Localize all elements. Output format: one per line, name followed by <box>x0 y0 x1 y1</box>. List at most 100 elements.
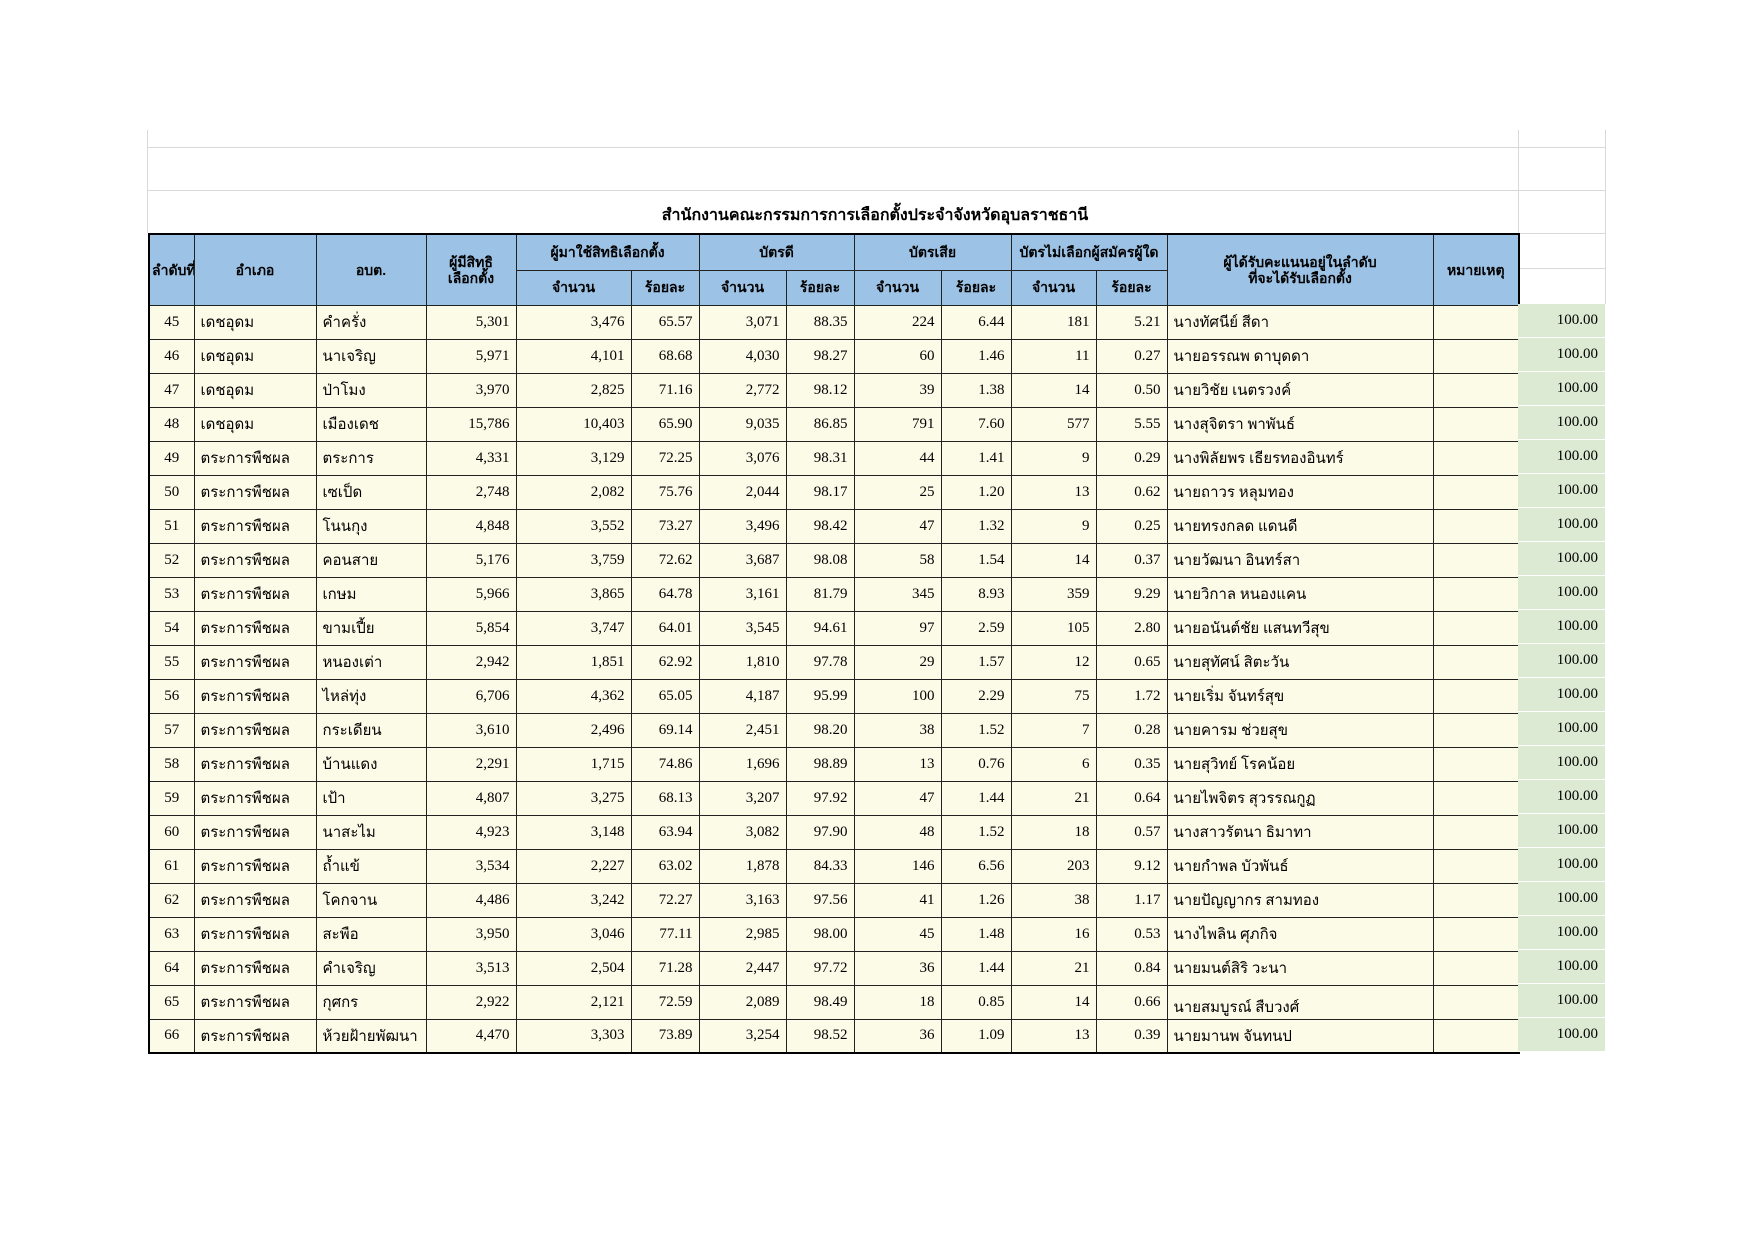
cell-no: 61 <box>148 848 195 884</box>
header-good-percent: ร้อยละ <box>785 269 855 306</box>
cell-good: 3,082 <box>698 814 787 850</box>
cell-turnout: 2,504 <box>515 950 632 986</box>
cell-no: 57 <box>148 712 195 748</box>
cell-turnout: 3,303 <box>515 1018 632 1054</box>
cell-good: 9,035 <box>698 406 787 442</box>
table-row: 57 ตระการพืชผล กระเดียน 3,610 2,496 69.14 2,45… <box>148 712 1520 748</box>
cell-no: 55 <box>148 644 195 680</box>
cell-turnout_pct: 65.90 <box>630 406 700 442</box>
cell-no: 62 <box>148 882 195 918</box>
cell-district: ตระการพืชผล <box>193 746 317 782</box>
header-note: หมายเหตุ <box>1432 233 1520 306</box>
table-row: 53 ตระการพืชผล เกษม 5,966 3,865 64.78 3,161 81.… <box>148 576 1520 612</box>
cell-good_pct: 97.72 <box>785 950 855 986</box>
cell-winner: นางสุจิตรา พาพันธ์ <box>1166 406 1434 442</box>
cell-good: 2,451 <box>698 712 787 748</box>
cell-novote_pct: 0.84 <box>1095 950 1168 986</box>
gridline <box>1518 268 1605 269</box>
cell-novote_pct: 5.21 <box>1095 304 1168 340</box>
green-total-cell: 100.00 <box>1518 542 1605 576</box>
cell-eligible: 4,923 <box>425 814 517 850</box>
green-total-cell: 100.00 <box>1518 610 1605 644</box>
cell-eligible: 2,291 <box>425 746 517 782</box>
cell-bad_pct: 2.59 <box>940 610 1012 646</box>
cell-no: 49 <box>148 440 195 476</box>
cell-novote_pct: 0.35 <box>1095 746 1168 782</box>
cell-good: 3,161 <box>698 576 787 612</box>
cell-bad: 25 <box>853 474 942 510</box>
cell-bad: 100 <box>853 678 942 714</box>
cell-turnout_pct: 64.01 <box>630 610 700 646</box>
cell-turnout_pct: 63.02 <box>630 848 700 884</box>
green-total-cell: 100.00 <box>1518 406 1605 440</box>
cell-district: ตระการพืชผล <box>193 644 317 680</box>
green-total-cell: 100.00 <box>1518 848 1605 882</box>
cell-no: 66 <box>148 1018 195 1054</box>
cell-winner: นางสาวรัตนา ธิมาทา <box>1166 814 1434 850</box>
header-district: อำเภอ <box>193 233 317 306</box>
cell-note <box>1432 746 1520 782</box>
header-novote-count: จำนวน <box>1010 269 1097 306</box>
cell-subdistrict: เป้า <box>315 780 427 816</box>
cell-district: เดชอุดม <box>193 338 317 374</box>
gridline <box>147 130 148 233</box>
header-subdistrict: อบต. <box>315 233 427 306</box>
cell-turnout: 3,865 <box>515 576 632 612</box>
cell-good: 3,076 <box>698 440 787 476</box>
cell-no: 47 <box>148 372 195 408</box>
cell-novote: 38 <box>1010 882 1097 918</box>
header-novote-percent: ร้อยละ <box>1095 269 1168 306</box>
cell-bad: 29 <box>853 644 942 680</box>
cell-subdistrict: ไหล่ทุ่ง <box>315 678 427 714</box>
green-total-cell: 100.00 <box>1518 576 1605 610</box>
cell-winner: นายมนต์สิริ วะนา <box>1166 950 1434 986</box>
cell-turnout: 3,476 <box>515 304 632 340</box>
cell-good_pct: 84.33 <box>785 848 855 884</box>
cell-bad_pct: 7.60 <box>940 406 1012 442</box>
table-row: 46 เดชอุดม นาเจริญ 5,971 4,101 68.68 4,030 98.2… <box>148 338 1520 374</box>
cell-novote_pct: 0.28 <box>1095 712 1168 748</box>
table-row: 54 ตระการพืชผล ขามเปี้ย 5,854 3,747 64.01 3,54… <box>148 610 1520 646</box>
cell-good_pct: 95.99 <box>785 678 855 714</box>
cell-winner: นายมานพ จันทนป <box>1166 1018 1434 1054</box>
cell-bad_pct: 1.54 <box>940 542 1012 578</box>
cell-note <box>1432 882 1520 918</box>
cell-bad_pct: 1.44 <box>940 780 1012 816</box>
cell-novote: 21 <box>1010 780 1097 816</box>
cell-subdistrict: ห้วยฝ้ายพัฒนา <box>315 1018 427 1054</box>
cell-turnout: 3,242 <box>515 882 632 918</box>
cell-turnout_pct: 68.13 <box>630 780 700 816</box>
cell-no: 54 <box>148 610 195 646</box>
cell-novote: 14 <box>1010 542 1097 578</box>
table-row: 52 ตระการพืชผล คอนสาย 5,176 3,759 72.62 3,687 9… <box>148 542 1520 578</box>
cell-turnout_pct: 72.59 <box>630 984 700 1020</box>
cell-bad: 36 <box>853 950 942 986</box>
green-total-cell: 100.00 <box>1518 440 1605 474</box>
header-winner-line2: ที่จะได้รับเลือกตั้ง <box>1248 269 1352 286</box>
cell-bad: 38 <box>853 712 942 748</box>
header-bad-count: จำนวน <box>853 269 942 306</box>
cell-note <box>1432 848 1520 884</box>
cell-no: 48 <box>148 406 195 442</box>
cell-good: 3,254 <box>698 1018 787 1054</box>
cell-turnout: 3,747 <box>515 610 632 646</box>
cell-no: 64 <box>148 950 195 986</box>
cell-district: ตระการพืชผล <box>193 440 317 476</box>
cell-eligible: 2,922 <box>425 984 517 1020</box>
cell-no: 60 <box>148 814 195 850</box>
cell-district: ตระการพืชผล <box>193 780 317 816</box>
cell-eligible: 3,513 <box>425 950 517 986</box>
cell-bad: 60 <box>853 338 942 374</box>
table-body: 45 เดชอุดม คำครั่ง 5,301 3,476 65.57 3,071 88.3… <box>148 304 1520 1054</box>
cell-bad_pct: 1.32 <box>940 508 1012 544</box>
page-title: สำนักงานคณะกรรมการการเลือกตั้งประจำจังหว… <box>661 207 1089 224</box>
cell-novote_pct: 0.57 <box>1095 814 1168 850</box>
cell-turnout: 1,715 <box>515 746 632 782</box>
cell-district: ตระการพืชผล <box>193 1018 317 1054</box>
table-row: 60 ตระการพืชผล นาสะไม 4,923 3,148 63.94 3,082 9… <box>148 814 1520 850</box>
table-row: 50 ตระการพืชผล เซเป็ด 2,748 2,082 75.76 2,044 9… <box>148 474 1520 510</box>
cell-bad: 47 <box>853 508 942 544</box>
cell-subdistrict: คอนสาย <box>315 542 427 578</box>
cell-bad: 39 <box>853 372 942 408</box>
cell-novote: 12 <box>1010 644 1097 680</box>
